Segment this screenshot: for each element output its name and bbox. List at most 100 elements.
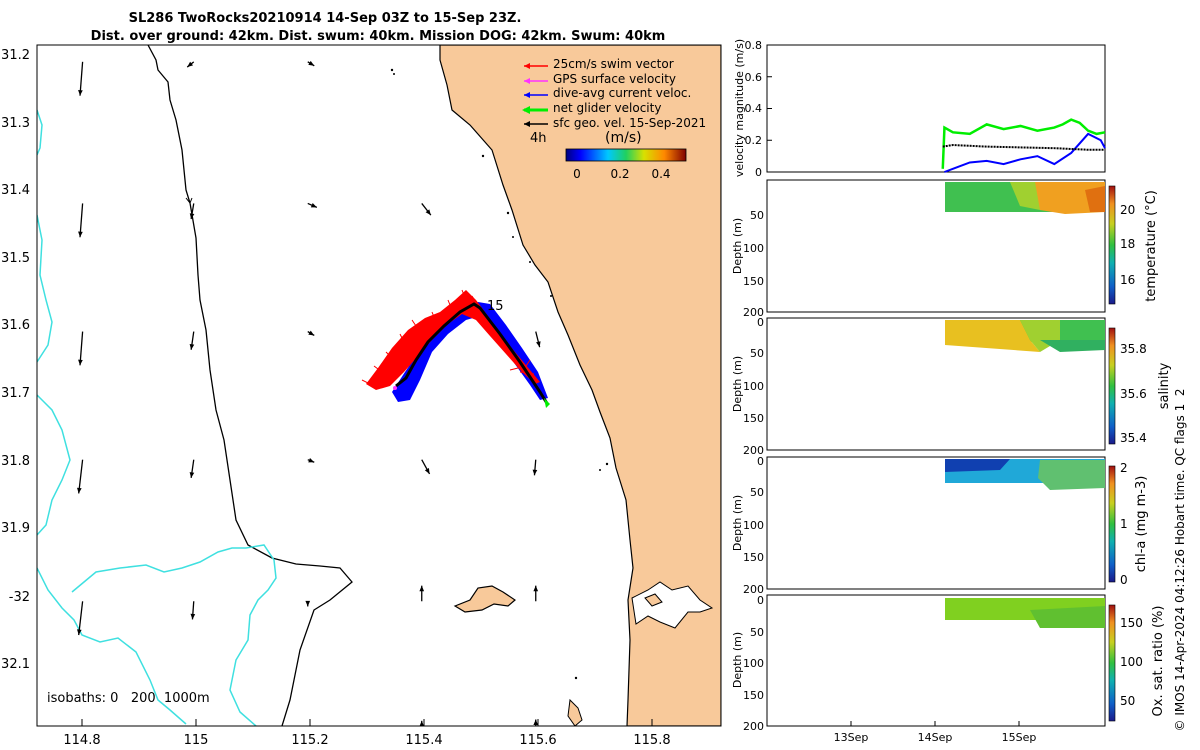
map-colorbar (565, 148, 687, 162)
geo-vector-arrow (79, 331, 84, 366)
salinity-low-region (1040, 340, 1105, 352)
temperature-ytick: 100 (743, 242, 764, 255)
chla-ytick: 200 (743, 583, 764, 596)
map-colorbar-tick: 0.4 (651, 167, 670, 181)
map-ytick-label: 31.2 (1, 48, 30, 63)
chla-panel: 0 50 100 150 200 Depth (m) 0 1 2 chl-a (… (731, 455, 1149, 596)
geo-vector-head (305, 600, 311, 607)
oxsat-colorbar (1108, 604, 1116, 722)
temperature-cbar-tick: 18 (1120, 237, 1135, 251)
velocity-series-line (942, 144, 1105, 151)
geo-vector-head (419, 720, 425, 727)
map-xtick-label: 115.6 (519, 733, 556, 748)
oxsat-cbar-label: Ox. sat. ratio (%) (1151, 606, 1166, 717)
velocity-panel: 0 0.2 0.4 0.6 0.8 velocity magnitude (m/… (733, 39, 1106, 179)
geo-vector-head (424, 467, 430, 474)
track-label: 15 (487, 299, 504, 314)
salinity-ytick: 0 (757, 316, 764, 329)
salinity-ytick: 50 (750, 347, 764, 360)
dive-avg-current-band (392, 302, 548, 402)
chla-ytick: 50 (750, 486, 764, 499)
geo-vector-head (78, 231, 83, 238)
salinity-colorbar (1108, 327, 1116, 445)
oxsat-ytick: 100 (743, 657, 764, 670)
salinity-cbar-label: salinity (1157, 362, 1172, 409)
geo-vector-head (187, 61, 194, 68)
velocity-series (941, 118, 1106, 173)
temperature-cbar-tick: 20 (1120, 203, 1135, 217)
velocity-ytick: 0.6 (745, 71, 763, 84)
geo-vector-head (189, 472, 195, 478)
title-line1: SL286 TwoRocks20210914 14-Sep 03Z to 15-… (129, 11, 522, 26)
geo-vector-head (77, 629, 82, 636)
map-xtick-label: 114.8 (63, 733, 100, 748)
velocity-ytick: 0.4 (745, 102, 763, 115)
geo-vector-arrow (78, 459, 84, 494)
map-legend: 25cm/s swim vector GPS surface velocity … (522, 57, 706, 181)
map-xtick-label: 115.8 (633, 733, 670, 748)
geo-vector-arrow (78, 601, 84, 636)
map-ytick-label: 31.6 (1, 318, 30, 333)
map-xtick-label: 115.4 (405, 733, 442, 748)
geo-vector-arrow (79, 203, 84, 238)
river-shore (644, 593, 663, 607)
salinity-ytick: 100 (743, 380, 764, 393)
geo-vector-head (78, 359, 83, 366)
map-ytick-label: 31.4 (1, 183, 30, 198)
salinity-high-region (945, 320, 1040, 352)
oxsat-ylabel: Depth (m) (731, 632, 744, 688)
colorbar-unit-label: (m/s) (605, 130, 642, 146)
temperature-ylabel: Depth (m) (731, 218, 744, 274)
legend-entry-gps: GPS surface velocity (524, 72, 676, 86)
temperature-colorbar (1108, 185, 1116, 305)
geo-vector-head (536, 341, 541, 348)
oxsat-xtick: 15Sep (1002, 731, 1037, 744)
legend-entry-geo: sfc geo. vel. 15-Sep-2021 (524, 116, 706, 130)
oxsat-cbar-tick: 150 (1120, 616, 1143, 630)
isobath-200m (147, 45, 353, 726)
map-colorbar-tick: 0 (573, 167, 581, 181)
legend-label: dive-avg current veloc. (553, 86, 691, 100)
temperature-ytick: 50 (750, 209, 764, 222)
oxsat-cbar-tick: 100 (1120, 655, 1143, 669)
map-ytick-label: 31.9 (1, 521, 30, 536)
copyright-text: © IMOS 14-Apr-2024 04:12:26 Hobart time.… (1173, 389, 1187, 732)
geo-vector-head (77, 487, 82, 494)
chla-cbar-tick: 1 (1120, 517, 1128, 531)
velocity-ytick: 0.2 (745, 134, 763, 147)
oxsat-ytick: 200 (743, 720, 764, 733)
oxsat-ytick: 0 (757, 594, 764, 607)
oxsat-xtick: 13Sep (834, 731, 869, 744)
map-ytick-label: 31.7 (1, 386, 30, 401)
salinity-ytick: 200 (743, 444, 764, 457)
salinity-ylabel: Depth (m) (731, 356, 744, 412)
oxsat-ytick: 50 (750, 626, 764, 639)
map-ytick-label: 31.3 (1, 116, 30, 131)
legend-entry-net: net glider velocity (522, 101, 661, 115)
legend-label: net glider velocity (553, 101, 661, 115)
map-ytick-label: 31.5 (1, 251, 30, 266)
title-line2: Dist. over ground: 42km. Dist. swum: 40k… (91, 29, 666, 44)
isobath-1000m-west (37, 109, 187, 725)
time-step-label: 4h (530, 131, 547, 146)
chla-ytick: 150 (743, 551, 764, 564)
map-panel: 114.8 115 115.2 115.4 115.6 115.8 31.2 3… (1, 44, 722, 748)
map-xtick-label: 115.2 (291, 733, 328, 748)
legend-label: sfc geo. vel. 15-Sep-2021 (553, 116, 706, 130)
temperature-panel: 50 100 150 200 Depth (m) 16 18 20 temper… (731, 179, 1159, 319)
chla-ytick: 100 (743, 519, 764, 532)
land-mass (439, 45, 721, 726)
temperature-ytick: 150 (743, 275, 764, 288)
geo-vector-head (308, 458, 315, 463)
chla-ytick: 0 (757, 455, 764, 468)
velocity-axes-frame (766, 44, 1106, 173)
geo-vector-arrow (79, 61, 84, 96)
salinity-cbar-tick: 35.6 (1120, 387, 1147, 401)
oxsat-xtick: 14Sep (918, 731, 953, 744)
salinity-cbar-tick: 35.8 (1120, 342, 1147, 356)
legend-entry-dive-avg: dive-avg current veloc. (524, 86, 691, 100)
legend-entry-swim: 25cm/s swim vector (524, 57, 674, 71)
geo-vector-head (308, 330, 315, 336)
map-ytick-label: 31.8 (1, 454, 30, 469)
